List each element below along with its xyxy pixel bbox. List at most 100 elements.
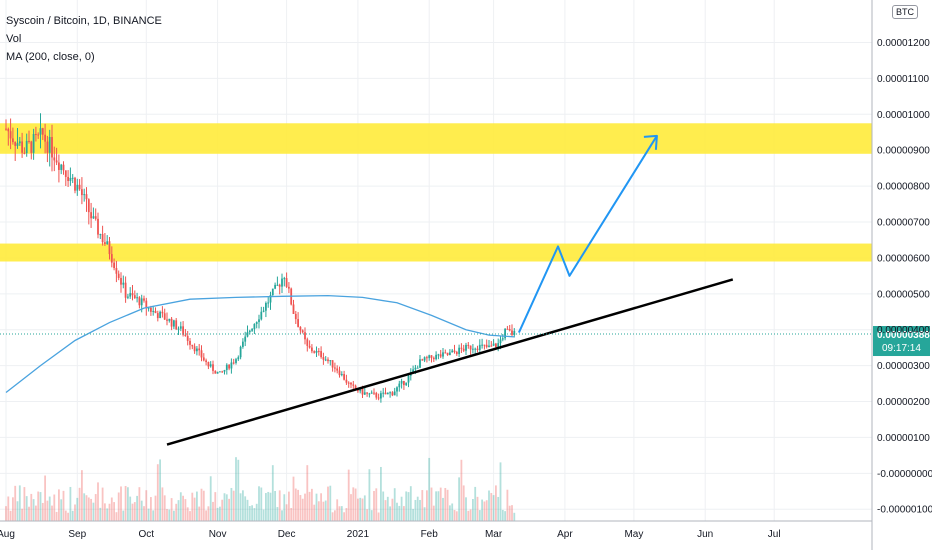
candle-body: [423, 357, 426, 361]
volume-bar: [460, 459, 463, 521]
volume-bar: [253, 508, 256, 521]
candle-body: [283, 278, 286, 280]
candle-body: [120, 277, 122, 285]
volume-bar: [324, 500, 327, 521]
volume-bar: [398, 505, 401, 521]
volume-bar: [504, 511, 506, 521]
volume-bar: [301, 498, 304, 521]
candle-body: [248, 330, 251, 333]
candle-body: [101, 234, 104, 243]
volume-bar: [207, 506, 210, 521]
candle-body: [432, 357, 435, 360]
volume-bar: [202, 490, 205, 521]
candle-body: [370, 392, 373, 394]
volume-bar: [85, 495, 88, 521]
candle-body: [354, 385, 357, 390]
volume-bar: [97, 482, 99, 521]
volume-bar: [288, 491, 290, 521]
candle-body: [421, 359, 424, 361]
candle-body: [403, 380, 405, 386]
candle-body: [416, 367, 419, 369]
candle-body: [193, 346, 196, 352]
candle-body: [492, 343, 495, 346]
trendline[interactable]: [166, 278, 734, 446]
volume-bar: [101, 487, 104, 521]
volume-bar: [478, 510, 481, 521]
candle-body: [405, 382, 408, 386]
candle-body: [350, 382, 352, 385]
y-tick-label: 0.00000100: [877, 433, 930, 444]
volume-bar: [184, 499, 187, 521]
volume-bar: [382, 491, 385, 521]
candle-body: [255, 322, 258, 324]
volume-bar: [271, 465, 274, 521]
volume-bar: [216, 507, 219, 521]
candle-body: [87, 199, 90, 213]
candle-body: [386, 392, 389, 395]
volume-bar: [9, 510, 12, 521]
x-tick-label: Jun: [697, 529, 713, 540]
volume-bar: [269, 492, 272, 521]
volume-bar: [347, 469, 350, 521]
candle-body: [246, 332, 249, 337]
volume-bar: [423, 507, 426, 521]
candle-body: [338, 370, 341, 376]
candle-body: [216, 371, 219, 374]
candle-body: [55, 160, 58, 163]
volume-bar: [513, 512, 516, 521]
candle-body: [292, 304, 295, 314]
candle-body: [221, 371, 224, 373]
volume-bar: [133, 502, 136, 521]
y-tick-label: 0.00000700: [877, 218, 930, 229]
candle-body: [490, 345, 493, 347]
candle-body: [44, 134, 46, 142]
candle-body: [152, 310, 155, 312]
candle-body: [497, 343, 500, 348]
candle-body: [143, 298, 145, 301]
volume-bar: [21, 508, 23, 521]
candle-body: [269, 295, 272, 303]
volume-bar: [12, 497, 14, 521]
volume-bar: [182, 495, 184, 521]
volume-bar: [83, 493, 86, 521]
volume-bar: [322, 501, 325, 521]
candle-body: [375, 393, 378, 398]
volume-bar: [329, 485, 332, 521]
projection-arrow[interactable]: [517, 134, 658, 334]
candle-body: [308, 345, 311, 348]
volume-bar: [306, 465, 309, 521]
candle-body: [159, 311, 161, 319]
volume-bar: [292, 476, 295, 521]
volume-bar: [501, 509, 504, 521]
volume-bar: [336, 499, 339, 521]
candle-body: [228, 364, 230, 369]
volume-bar: [455, 511, 458, 521]
volume-bar: [46, 500, 49, 521]
currency-badge[interactable]: BTC: [892, 5, 918, 19]
volume-bar: [400, 496, 403, 521]
candle-body: [262, 310, 265, 312]
volume-bar: [120, 486, 122, 521]
candle-body: [317, 350, 320, 352]
volume-bar: [87, 497, 90, 521]
x-tick-label: Nov: [209, 529, 227, 540]
candle-body: [214, 370, 217, 374]
volume-bar: [274, 490, 276, 521]
volume-bar: [246, 499, 249, 521]
volume-bar: [228, 498, 230, 521]
volume-bar: [14, 485, 17, 521]
volume-histogram: [5, 457, 516, 521]
candle-body: [430, 355, 433, 358]
volume-bar: [430, 487, 433, 521]
volume-bar: [437, 491, 440, 521]
volume-bar: [416, 496, 419, 521]
candle-body: [352, 384, 355, 386]
candle-body: [184, 334, 187, 337]
volume-bar: [343, 512, 345, 521]
candle-body: [361, 388, 364, 395]
volume-bar: [435, 491, 437, 521]
candle-body: [200, 350, 203, 358]
candle-body: [508, 328, 511, 331]
volume-bar: [421, 490, 424, 521]
